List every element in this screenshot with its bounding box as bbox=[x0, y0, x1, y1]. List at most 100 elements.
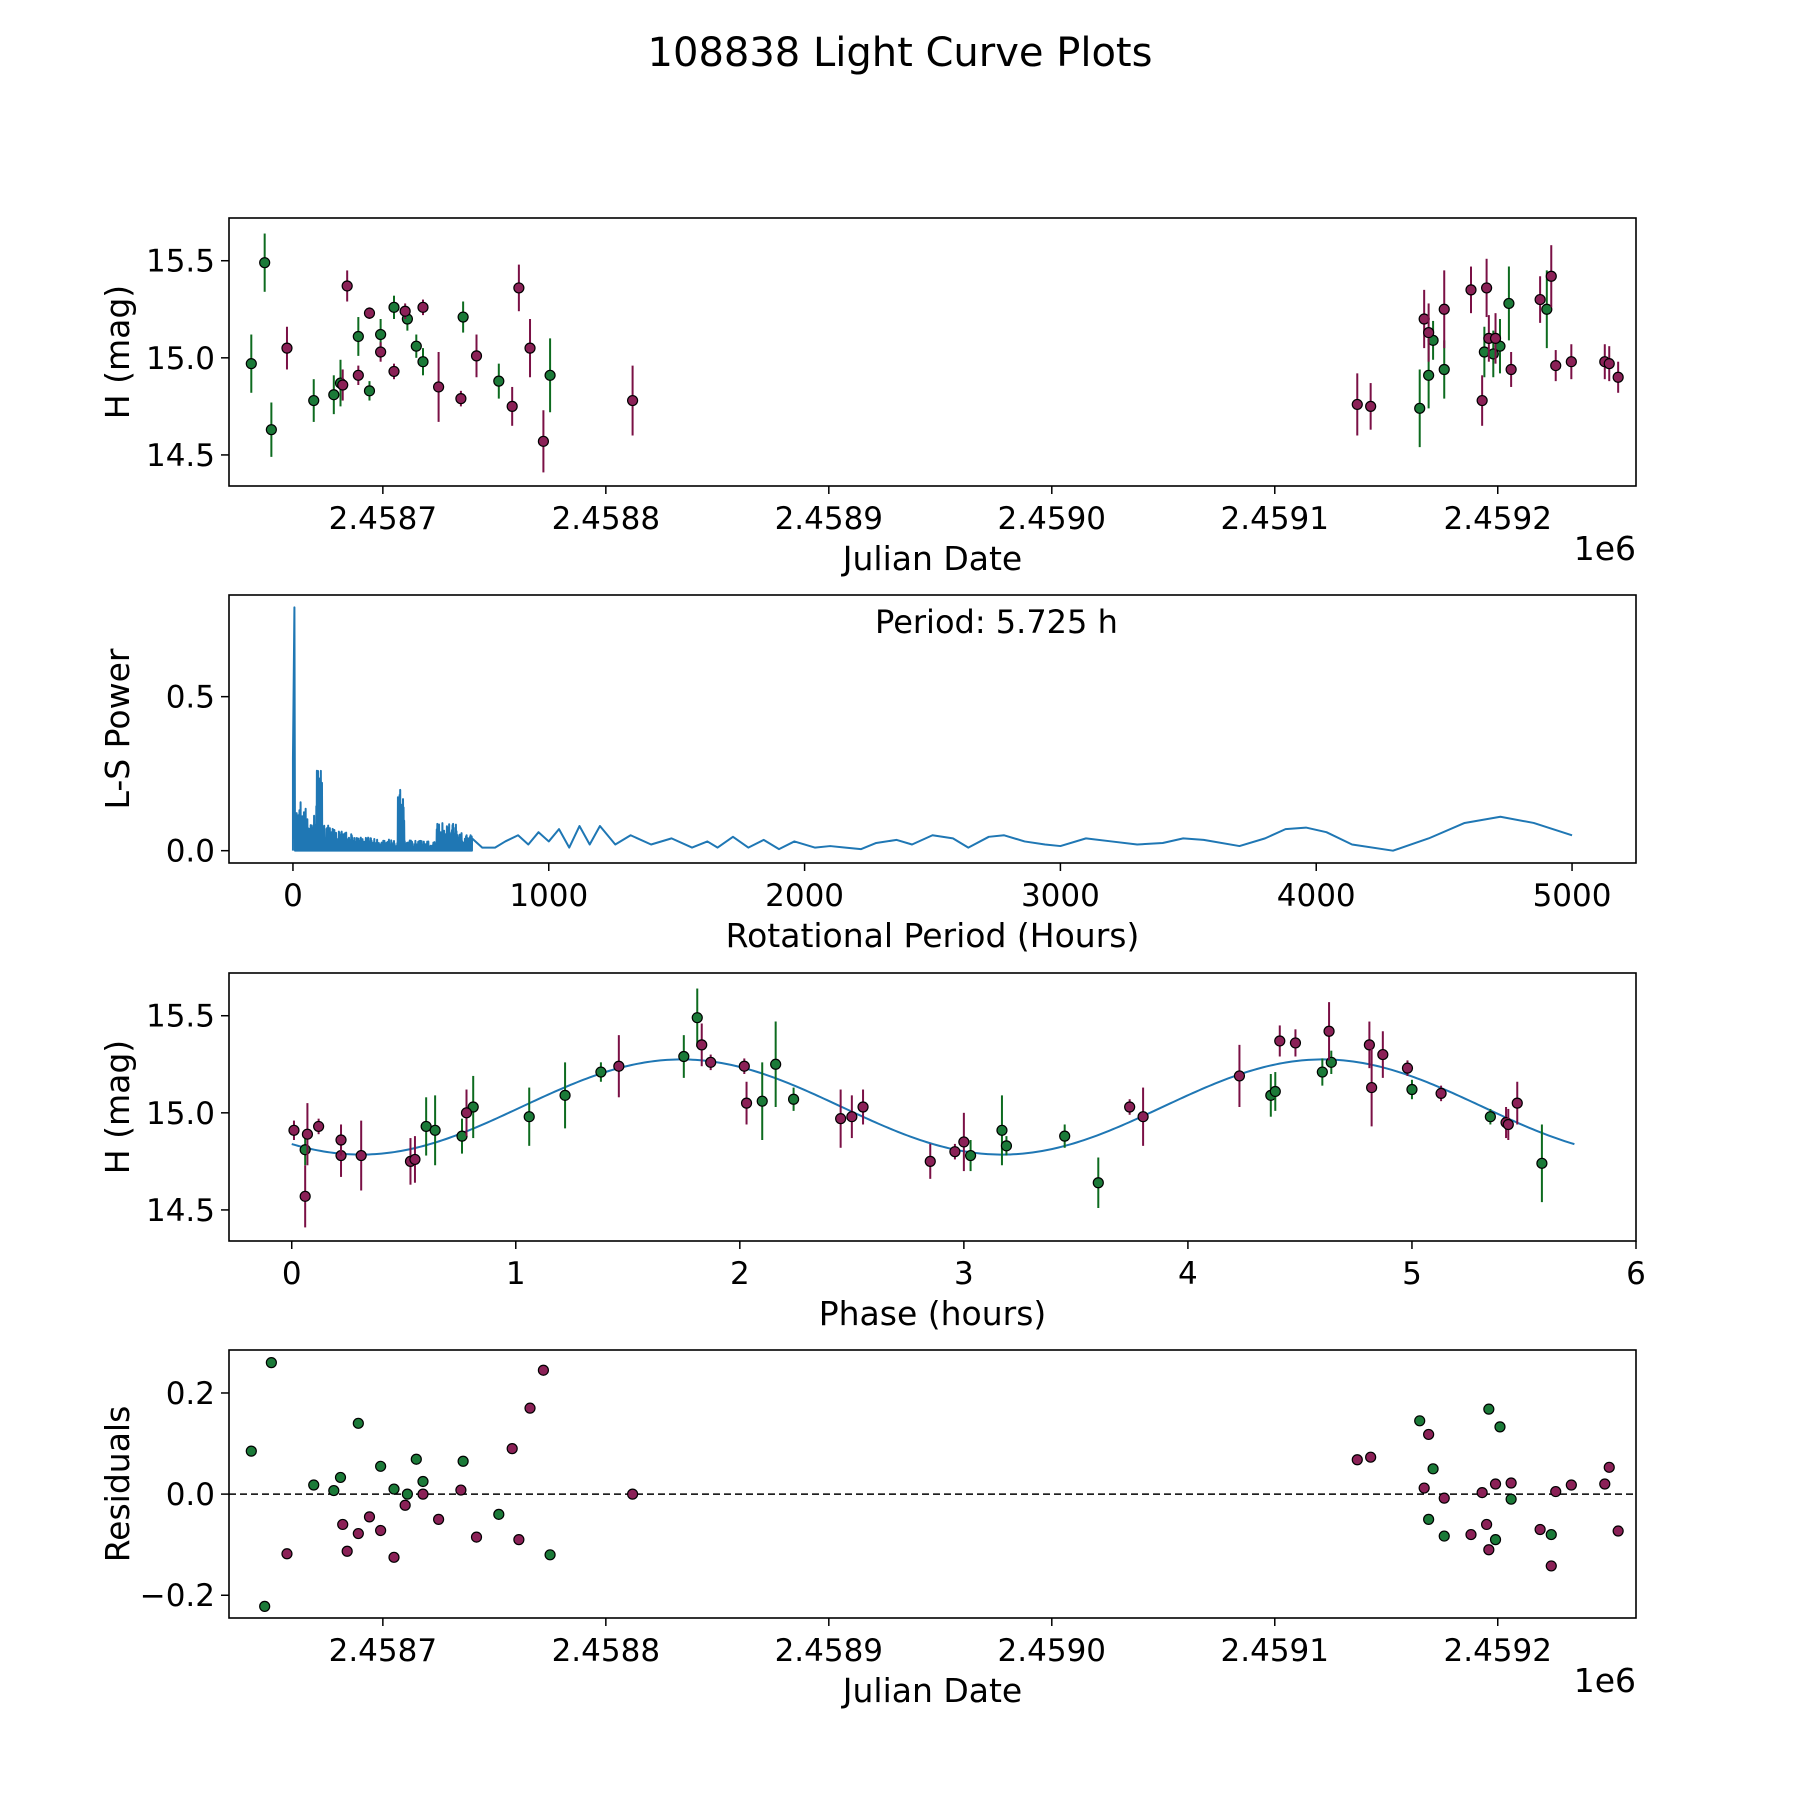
phased-xtick-label: 0 bbox=[282, 1256, 302, 1292]
lightcurve-point bbox=[1365, 400, 1377, 412]
phased-point bbox=[1124, 1101, 1136, 1113]
lightcurve-ytick-label: 15.0 bbox=[146, 341, 215, 377]
residuals-ytick-label: 0.2 bbox=[166, 1376, 215, 1412]
lightcurve-point bbox=[513, 282, 525, 294]
phased-point bbox=[857, 1101, 869, 1113]
periodogram-ytick-label: 0.0 bbox=[166, 834, 215, 870]
phased-point bbox=[1536, 1157, 1548, 1169]
lightcurve-point bbox=[1423, 369, 1435, 381]
phased-point bbox=[409, 1153, 421, 1166]
phased-point bbox=[1289, 1037, 1302, 1049]
phased-xtick-label: 6 bbox=[1626, 1256, 1646, 1292]
phased-point bbox=[1092, 1177, 1104, 1189]
lightcurve-point bbox=[1545, 270, 1557, 282]
residuals-point bbox=[433, 1513, 445, 1525]
residuals-point bbox=[1423, 1428, 1435, 1441]
phased-point bbox=[1484, 1111, 1496, 1123]
lightcurve-xtick-label: 2.4589 bbox=[775, 501, 883, 537]
periodogram-line bbox=[291, 606, 1573, 852]
residuals-point bbox=[1481, 1518, 1493, 1531]
phased-point bbox=[1316, 1066, 1328, 1078]
residuals-point bbox=[417, 1488, 429, 1500]
phased-point bbox=[964, 1149, 977, 1162]
phased-point bbox=[949, 1146, 961, 1158]
lightcurve-xtick-label: 2.4590 bbox=[998, 501, 1106, 537]
lightcurve-frame bbox=[228, 217, 1637, 487]
phased-xtick-label: 2 bbox=[730, 1256, 750, 1292]
residuals-ylabel: Residuals bbox=[98, 1406, 137, 1563]
lightcurve-point bbox=[1612, 371, 1624, 383]
phased-point bbox=[1137, 1111, 1149, 1123]
residuals-point bbox=[388, 1551, 400, 1563]
residuals-point bbox=[281, 1548, 293, 1560]
phased-fit-line bbox=[291, 1058, 1575, 1156]
residuals-point bbox=[470, 1531, 483, 1543]
residuals-xlabel: Julian Date bbox=[841, 1671, 1023, 1710]
lightcurve-point bbox=[1438, 363, 1450, 376]
phased-point bbox=[1366, 1081, 1378, 1094]
residuals-point bbox=[1418, 1482, 1430, 1494]
phased-point bbox=[846, 1111, 858, 1123]
phased-point bbox=[1059, 1130, 1071, 1142]
phased-point bbox=[1363, 1039, 1375, 1051]
lightcurve-point bbox=[1476, 394, 1488, 407]
phased-point bbox=[1323, 1025, 1335, 1037]
lightcurve-point bbox=[1489, 332, 1502, 345]
panel-periodogram: 0 1000 2000 3000 4000 5000 0.0 0.5 Rotational Pe… bbox=[98, 594, 1637, 955]
phased-series-green bbox=[299, 988, 1548, 1208]
residuals-point bbox=[1483, 1544, 1495, 1556]
phased-point bbox=[1325, 1056, 1337, 1068]
phased-point bbox=[1274, 1035, 1286, 1047]
residuals-point bbox=[245, 1445, 257, 1457]
lightcurve-point bbox=[1438, 303, 1450, 315]
phased-point bbox=[1511, 1097, 1523, 1109]
phased-xtick-label: 1 bbox=[506, 1256, 526, 1292]
residuals-point bbox=[1534, 1523, 1546, 1536]
periodogram-xtick-label: 1000 bbox=[509, 878, 588, 914]
residuals-point bbox=[513, 1534, 525, 1546]
lightcurve-point bbox=[506, 400, 518, 412]
phased-point bbox=[1401, 1062, 1414, 1074]
residuals-point bbox=[537, 1364, 550, 1376]
residuals-point bbox=[401, 1488, 413, 1500]
lightcurve-point bbox=[1351, 398, 1363, 411]
lightcurve-point bbox=[470, 350, 483, 362]
phased-point bbox=[678, 1050, 690, 1063]
residuals-series-green bbox=[245, 1357, 1557, 1612]
residuals-point bbox=[1545, 1560, 1557, 1572]
lightcurve-point bbox=[1534, 293, 1546, 306]
residuals-point bbox=[1489, 1478, 1502, 1490]
residuals-point bbox=[417, 1475, 429, 1488]
lightcurve-xtick-label: 2.4592 bbox=[1444, 501, 1552, 537]
lightcurve-point bbox=[1481, 282, 1493, 294]
residuals-point bbox=[334, 1471, 347, 1484]
residuals-point bbox=[1365, 1451, 1377, 1463]
figure-title: 108838 Light Curve Plots bbox=[648, 30, 1153, 76]
period-annotation: Period: 5.725 h bbox=[875, 603, 1118, 641]
lightcurve-offset-label: 1e6 bbox=[1574, 529, 1636, 568]
periodogram-xlabel: Rotational Period (Hours) bbox=[726, 916, 1140, 955]
lightcurve-point bbox=[417, 301, 429, 313]
lightcurve-point bbox=[363, 307, 376, 319]
phased-point bbox=[835, 1113, 847, 1125]
phased-point bbox=[924, 1155, 936, 1167]
residuals-xtick-label: 2.4587 bbox=[329, 1633, 437, 1669]
periodogram-ylabel: L-S Power bbox=[98, 648, 137, 809]
lightcurve-point bbox=[259, 257, 271, 269]
lightcurve-point bbox=[410, 340, 422, 352]
residuals-point bbox=[1565, 1479, 1577, 1491]
phased-point bbox=[1435, 1087, 1447, 1100]
lightcurve-xlabel: Julian Date bbox=[841, 539, 1023, 578]
residuals-point bbox=[1603, 1461, 1615, 1473]
phased-xtick-label: 5 bbox=[1402, 1256, 1422, 1292]
residuals-point bbox=[1438, 1492, 1450, 1504]
lightcurve-point bbox=[1414, 402, 1426, 414]
phased-point bbox=[1233, 1070, 1246, 1082]
residuals-point bbox=[1550, 1485, 1562, 1498]
phased-point bbox=[429, 1124, 441, 1136]
lightcurve-point bbox=[388, 365, 400, 378]
residuals-point bbox=[337, 1518, 349, 1531]
residuals-point bbox=[1414, 1415, 1426, 1427]
